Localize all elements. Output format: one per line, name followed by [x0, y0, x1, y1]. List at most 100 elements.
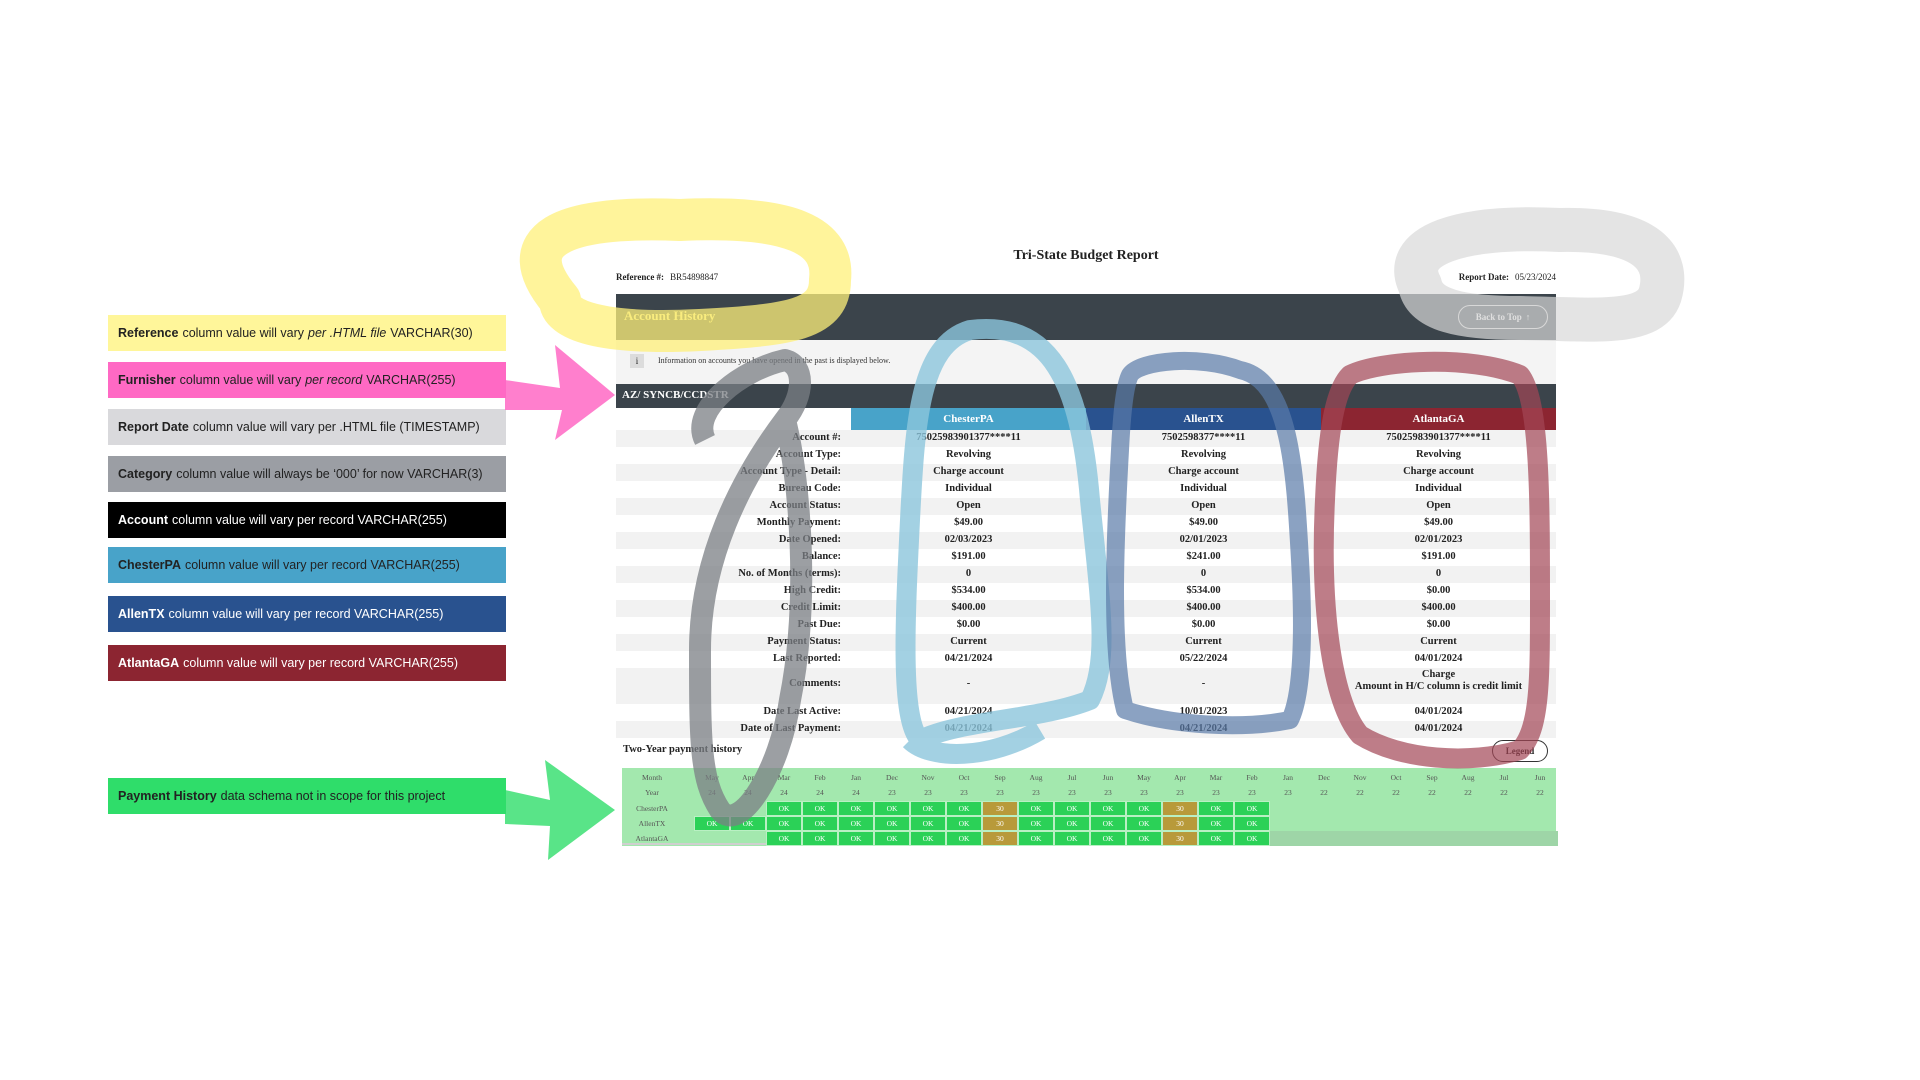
ph-row-label: ChesterPA: [636, 804, 668, 813]
row-value: Current: [1420, 636, 1457, 647]
ph-month: May: [705, 773, 719, 782]
row-value: $534.00: [951, 585, 986, 596]
row-value: $0.00: [956, 619, 981, 630]
annotation-note: ChesterPA column value will vary per reco…: [108, 547, 506, 583]
annotation-note: AllenTX column value will vary per record…: [108, 596, 506, 632]
ph-status-cell: OK: [838, 816, 874, 831]
ph-status-cell: [1486, 816, 1522, 831]
ph-status-cell: [1486, 801, 1522, 816]
ph-status-cell: OK: [874, 801, 910, 816]
row-label: Account #:: [792, 432, 841, 443]
row-value: 7502598377****11: [1161, 432, 1246, 443]
ph-year: 24: [816, 788, 824, 797]
ph-year: 23: [1176, 788, 1184, 797]
row-label: Past Due:: [797, 619, 841, 630]
ph-year: 24: [780, 788, 788, 797]
ph-status-cell: OK: [1018, 831, 1054, 846]
ph-status-cell: [1522, 816, 1558, 831]
ph-status-cell: OK: [1054, 816, 1090, 831]
ph-status-cell: OK: [766, 831, 802, 846]
row-label: Account Status:: [769, 500, 841, 511]
furnisher-arrow: [505, 345, 615, 440]
ph-status-cell: OK: [1198, 801, 1234, 816]
ph-month: Oct: [958, 773, 970, 782]
ph-month: Apr: [1174, 773, 1186, 782]
ph-status-cell: [694, 831, 730, 846]
row-value: 02/03/2023: [944, 534, 993, 545]
account-row: Account Type - Detail: Charge account Char…: [616, 464, 1556, 481]
row-value: 75025983901377****11: [916, 432, 1021, 443]
ph-status-cell: [1306, 831, 1342, 846]
payment-history-grid: Month Year May 24 Apr 24 Mar 24 Feb 24 Jan 24 Dec 23 N…: [622, 768, 1558, 846]
ph-status-cell: [1378, 831, 1414, 846]
ph-month: Jul: [1067, 773, 1077, 782]
ph-status-cell: [694, 801, 730, 816]
note-field-name: ChesterPA: [118, 558, 181, 572]
back-to-top-button[interactable]: Back to Top ↑: [1458, 305, 1548, 329]
ph-status-cell: [1306, 801, 1342, 816]
ph-status-cell: [1378, 816, 1414, 831]
ph-year: 23: [1104, 788, 1112, 797]
ph-year: 23: [1032, 788, 1040, 797]
report-date: Report Date: 05/23/2024: [1459, 272, 1556, 282]
ph-month: Dec: [885, 773, 899, 782]
note-type: VARCHAR(255): [366, 373, 456, 387]
note-field-name: Category: [118, 467, 173, 481]
account-row: No. of Months (terms): 0 0 0: [616, 566, 1556, 583]
legend-button[interactable]: Legend: [1492, 740, 1548, 762]
back-to-top-label: Back to Top: [1475, 312, 1522, 322]
row-label: Bureau Code:: [778, 483, 841, 494]
payment-history-title: Two-Year payment history: [623, 744, 743, 755]
ph-month: Jan: [851, 773, 861, 782]
ph-row-label: Year: [645, 788, 659, 797]
note-field-name: AllenTX: [118, 607, 165, 621]
ph-year: 24: [852, 788, 860, 797]
account-history-header: Account History Back to Top ↑: [616, 294, 1556, 340]
account-row: Date Last Active: 04/21/2024 10/01/2023 04/…: [616, 704, 1556, 721]
ph-status-cell: OK: [1054, 801, 1090, 816]
report: Tri-State Budget Report Reference #: BR54…: [616, 240, 1558, 848]
account-row: Date Opened: 02/03/2023 02/01/2023 02/01/20…: [616, 532, 1556, 549]
ph-status-cell: 30: [982, 831, 1018, 846]
report-title: Tri-State Budget Report: [1013, 248, 1159, 263]
annotation-note: Furnisher column value will vary per recor…: [108, 362, 506, 398]
note-emphasis: per .HTML file: [308, 326, 387, 340]
payment-history-arrow: [505, 760, 615, 860]
annotation-note: Payment History data schema not in scope …: [108, 778, 506, 814]
ph-month: May: [1137, 773, 1151, 782]
ph-status-cell: OK: [1090, 816, 1126, 831]
ph-year: 22: [1356, 788, 1364, 797]
ph-month: Aug: [1461, 773, 1475, 782]
ph-status-cell: OK: [1054, 831, 1090, 846]
row-label: Last Reported:: [773, 653, 841, 664]
note-field-name: Account: [118, 513, 168, 527]
ph-month: Nov: [1353, 773, 1367, 782]
ph-year: 23: [1248, 788, 1256, 797]
ph-status-cell: [1522, 801, 1558, 816]
note-text: data schema not in scope for this projec…: [220, 789, 446, 803]
ph-status-cell: OK: [802, 801, 838, 816]
ph-status-cell: OK: [802, 831, 838, 846]
ph-status-cell: OK: [802, 816, 838, 831]
row-value: $400.00: [1186, 602, 1221, 613]
note-text: column value will vary: [179, 373, 302, 387]
row-value: Charge Amount in H/C column is credit li…: [1354, 669, 1523, 692]
account-row: Past Due: $0.00 $0.00 $0.00: [616, 617, 1556, 634]
ph-status-cell: OK: [1090, 801, 1126, 816]
ph-status-cell: OK: [946, 831, 982, 846]
ph-status-cell: OK: [730, 816, 766, 831]
ph-status-cell: OK: [1090, 831, 1126, 846]
ph-status-cell: [1450, 816, 1486, 831]
row-value: $400.00: [1421, 602, 1456, 613]
ph-year: 23: [888, 788, 896, 797]
ph-status-cell: 30: [1162, 801, 1198, 816]
note-field-name: Payment History: [118, 789, 217, 803]
ph-month: Sep: [994, 773, 1006, 782]
row-value: Revolving: [946, 449, 991, 460]
annotation-note: Report Date column value will vary per .H…: [108, 409, 506, 445]
row-value: 05/22/2024: [1179, 653, 1228, 664]
ph-status-cell: [1342, 801, 1378, 816]
note-text: column value will vary per record VARCHA…: [183, 656, 458, 670]
ph-status-cell: [1270, 831, 1306, 846]
ph-month: Sep: [1426, 773, 1438, 782]
